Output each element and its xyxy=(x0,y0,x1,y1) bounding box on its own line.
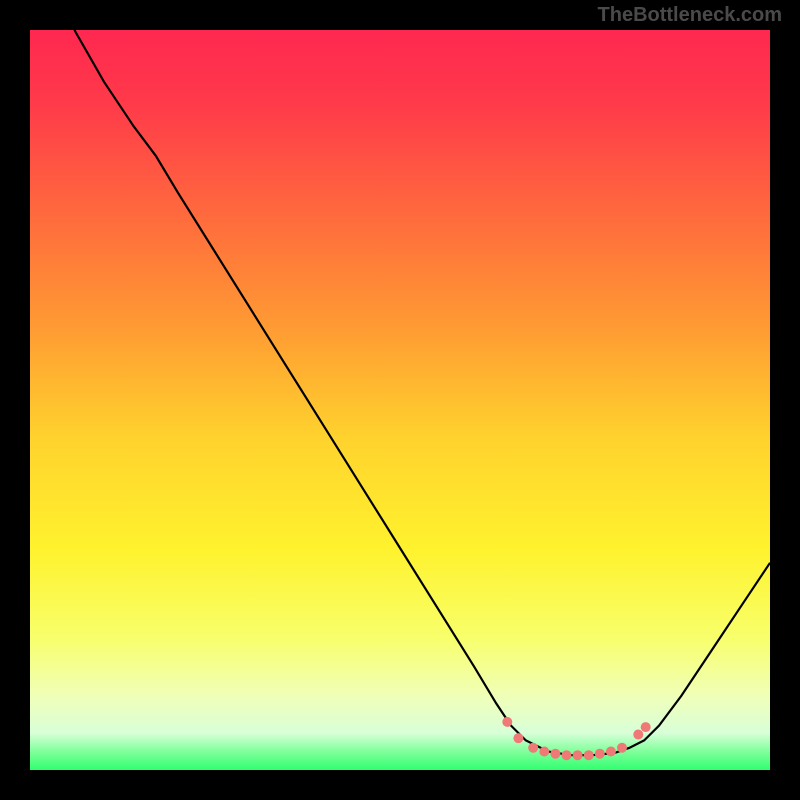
curve-marker xyxy=(528,743,538,753)
curve-layer xyxy=(30,30,770,770)
curve-marker xyxy=(539,747,549,757)
curve-marker xyxy=(595,749,605,759)
plot-area xyxy=(30,30,770,770)
curve-marker xyxy=(502,717,512,727)
curve-marker xyxy=(513,733,523,743)
curve-marker xyxy=(573,750,583,760)
curve-marker xyxy=(617,743,627,753)
watermark-text: TheBottleneck.com xyxy=(598,4,782,27)
curve-marker xyxy=(606,747,616,757)
curve-marker xyxy=(584,750,594,760)
curve-marker xyxy=(550,749,560,759)
bottleneck-curve xyxy=(74,30,770,755)
curve-marker xyxy=(633,729,643,739)
curve-marker xyxy=(562,750,572,760)
curve-marker xyxy=(641,722,651,732)
